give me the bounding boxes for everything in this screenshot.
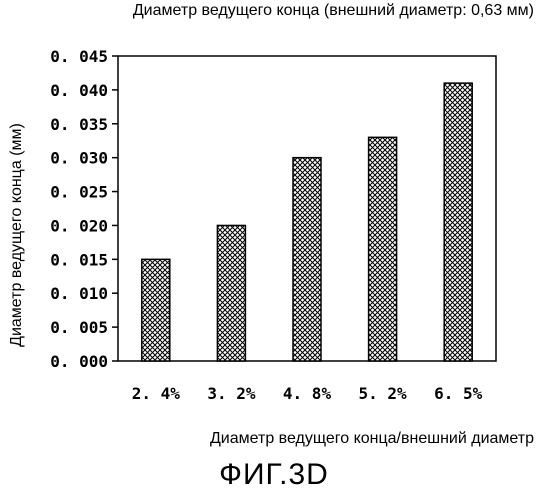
bar — [293, 158, 321, 361]
x-axis-label: Диаметр ведущего конца/внешний диаметр — [0, 430, 548, 448]
x-axis: 2. 4% 3. 2% 4. 8% 5. 2% 6. 5% — [132, 384, 483, 403]
y-tick-label: 0. 030 — [50, 149, 108, 168]
bar-series — [142, 83, 472, 361]
figure-label: ФИГ.3D — [0, 458, 548, 492]
bar-chart: 0. 000 0. 005 0. 010 0. 015 0. 020 0. 025 0. 0… — [0, 0, 548, 430]
x-tick-label: 6. 5% — [434, 384, 483, 403]
x-tick-label: 5. 2% — [359, 384, 408, 403]
x-tick-label: 3. 2% — [207, 384, 256, 403]
y-tick-label: 0. 010 — [50, 284, 108, 303]
y-tick-label: 0. 000 — [50, 352, 108, 371]
y-axis: 0. 000 0. 005 0. 010 0. 015 0. 020 0. 025 0. 0… — [50, 47, 118, 371]
x-tick-label: 4. 8% — [283, 384, 332, 403]
y-tick-label: 0. 035 — [50, 115, 108, 134]
y-tick-label: 0. 045 — [50, 47, 108, 66]
bar — [217, 225, 245, 361]
y-tick-label: 0. 015 — [50, 250, 108, 269]
bar — [142, 259, 170, 361]
bar — [369, 137, 397, 361]
y-tick-label: 0. 025 — [50, 183, 108, 202]
bar — [444, 83, 472, 361]
y-tick-label: 0. 005 — [50, 318, 108, 337]
y-tick-label: 0. 020 — [50, 216, 108, 235]
x-tick-label: 2. 4% — [132, 384, 181, 403]
y-tick-label: 0. 040 — [50, 81, 108, 100]
